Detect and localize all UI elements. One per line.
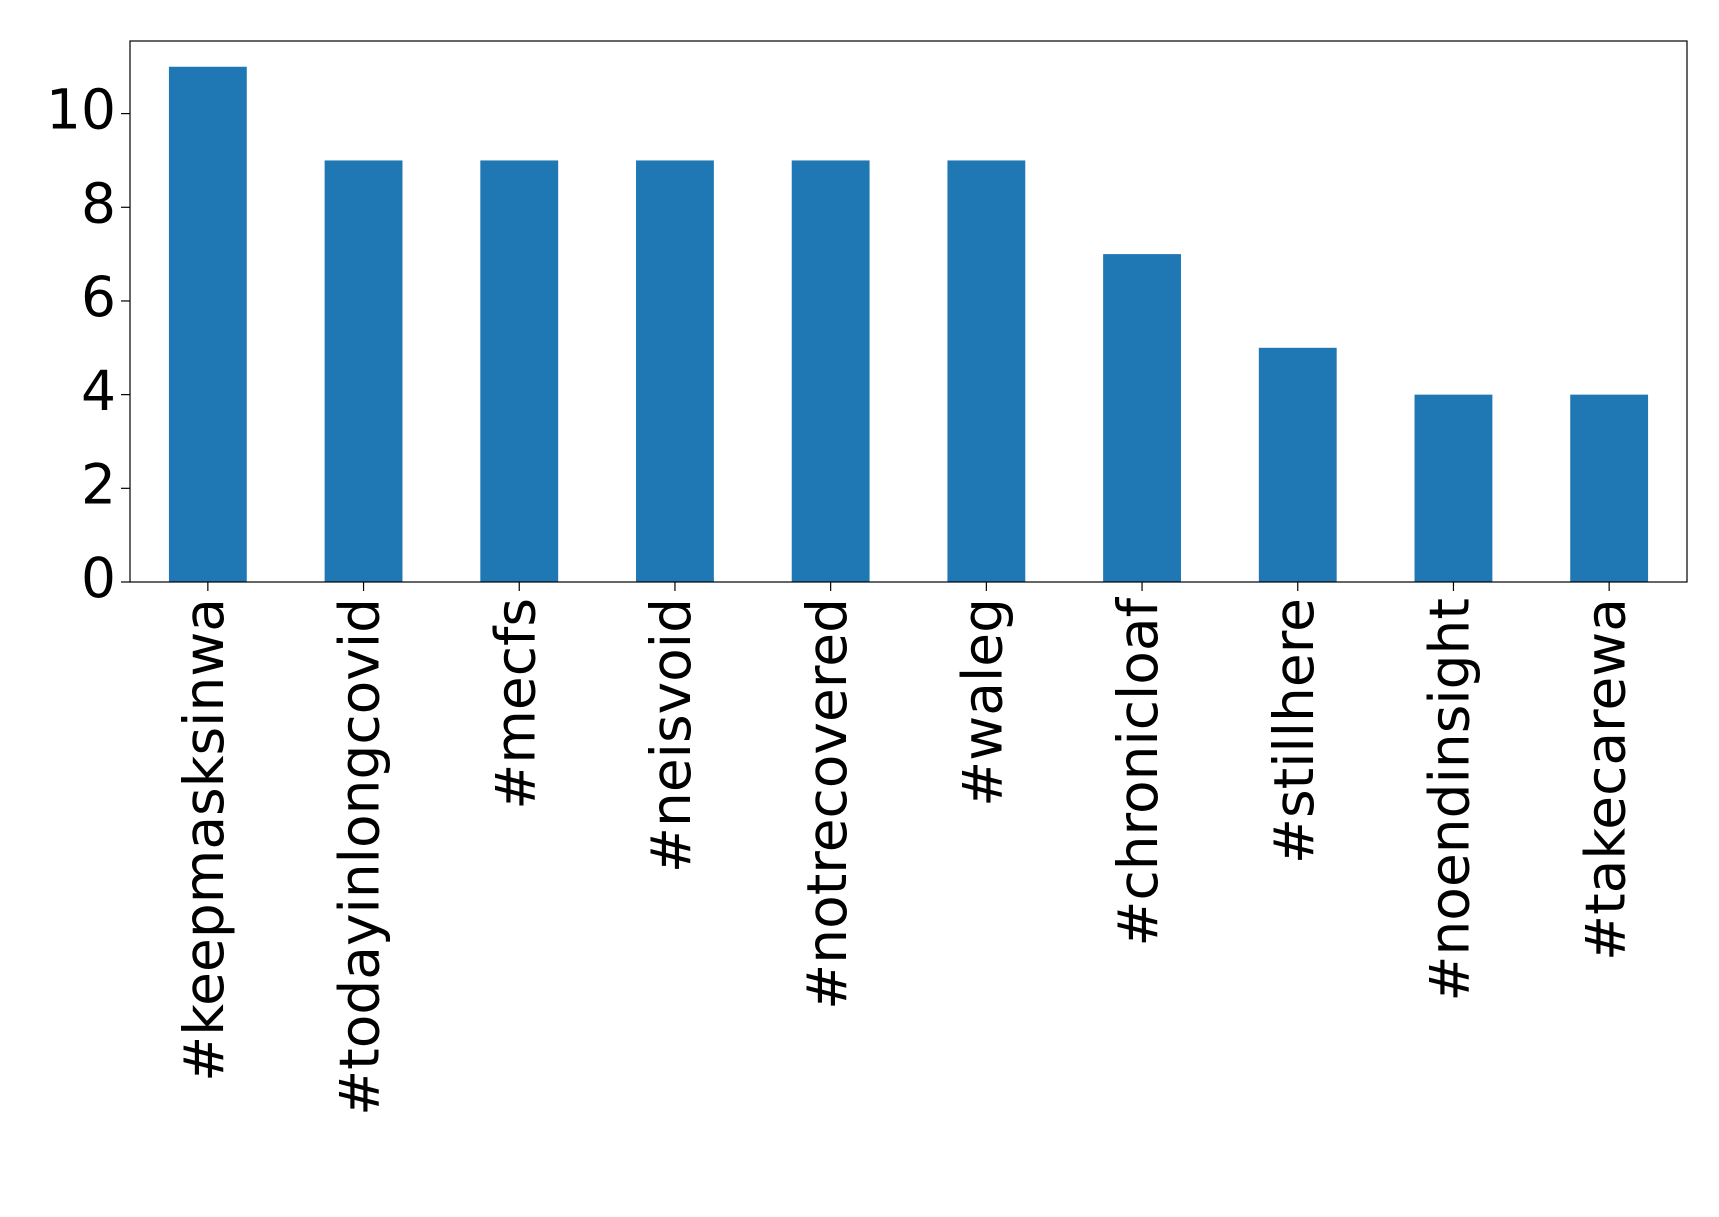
bar xyxy=(168,66,247,582)
bar xyxy=(1103,254,1181,582)
y-tick-label: 10 xyxy=(46,78,116,142)
y-tick-label: 8 xyxy=(81,171,116,235)
bar xyxy=(791,160,870,582)
y-tick-label: 6 xyxy=(81,265,116,329)
bar xyxy=(636,160,714,582)
y-tick-label: 4 xyxy=(81,359,116,423)
y-tick-label: 0 xyxy=(81,546,116,610)
bar xyxy=(1258,347,1337,582)
bar xyxy=(947,160,1026,582)
x-tick-label: #mecfs xyxy=(483,598,547,810)
plot-frame xyxy=(129,40,1688,583)
x-tick-label: #stillhere xyxy=(1262,598,1326,864)
x-tick-label: #notrecovered xyxy=(795,598,859,1010)
x-tick-label: #noendinsight xyxy=(1418,598,1482,1002)
y-tick-label: 2 xyxy=(81,452,116,516)
x-tick-label: #todayinlongcovid xyxy=(328,598,392,1116)
bar xyxy=(480,160,559,582)
x-tick-label: #keepmasksinwa xyxy=(172,598,236,1082)
x-tick-label: #neisvoid xyxy=(639,598,703,873)
x-tick-label: #chronicloaf xyxy=(1106,596,1170,946)
bar xyxy=(1570,394,1649,582)
bar xyxy=(324,160,403,582)
x-tick-label: #waleg xyxy=(950,598,1014,807)
x-tick-label: #takecarewa xyxy=(1573,598,1637,961)
bar xyxy=(1414,394,1493,582)
